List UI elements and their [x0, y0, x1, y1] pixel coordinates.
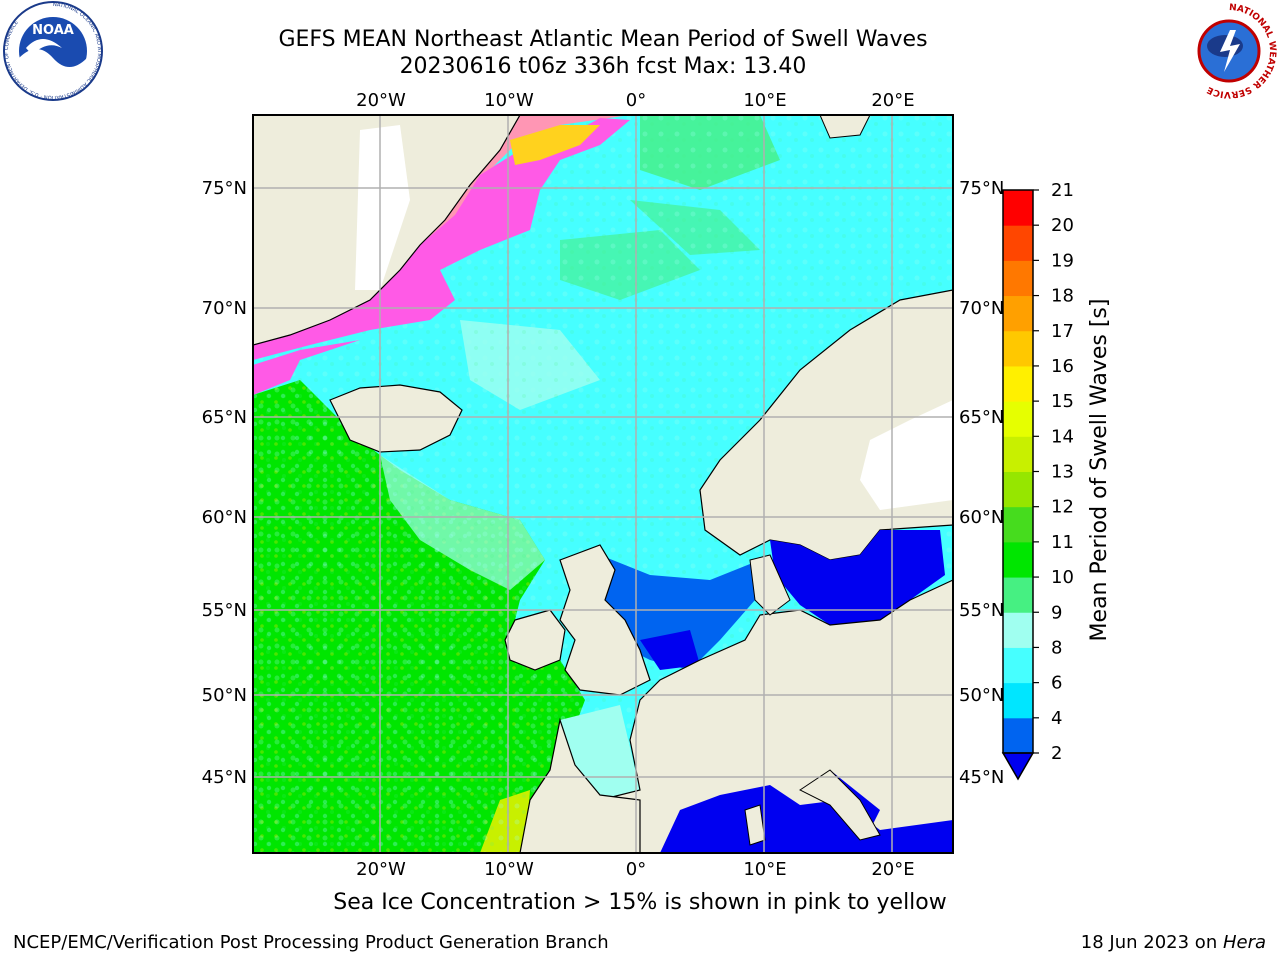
colorbar-segment — [1003, 506, 1033, 543]
colorbar-tick-label: 11 — [1051, 532, 1074, 553]
colorbar-tick-label: 20 — [1051, 215, 1074, 236]
colorbar-segment — [1003, 436, 1033, 472]
footer-date: 18 Jun 2023 on — [1080, 932, 1223, 953]
colorbar-tick-label: 18 — [1051, 286, 1074, 307]
colorbar-segment — [1003, 190, 1033, 226]
colorbar-segment — [1003, 717, 1033, 754]
colorbar-tick-label: 13 — [1051, 462, 1074, 483]
lat-label-right: 70°N — [959, 298, 1004, 319]
graticule — [253, 115, 953, 853]
colorbar-segment — [1003, 365, 1033, 402]
lon-label-top: 0° — [626, 90, 646, 111]
lat-label-right: 75°N — [959, 178, 1004, 199]
lat-label-left: 45°N — [202, 767, 247, 788]
lat-label-left: 75°N — [202, 178, 247, 199]
footer-credit: NCEP/EMC/Verification Post Processing Pr… — [13, 932, 609, 953]
lon-label-bottom: 10°W — [484, 859, 534, 880]
sea-ice-caption: Sea Ice Concentration > 15% is shown in … — [333, 890, 947, 915]
lon-label-top: 20°E — [871, 90, 914, 111]
colorbar-tick-label: 16 — [1051, 356, 1074, 377]
colorbar-tick-label: 14 — [1051, 426, 1074, 447]
chart-title: GEFS MEAN Northeast Atlantic Mean Period… — [278, 27, 928, 52]
noaa-logo-icon: NOAA NATIONAL OCEANIC AND ATMOSPHERIC AD… — [3, 1, 103, 101]
colorbar-segment — [1003, 330, 1033, 367]
lat-label-left: 70°N — [202, 298, 247, 319]
noaa-logo-text: NOAA — [32, 23, 74, 38]
chart-subtitle: 20230616 t06z 336h fcst Max: 13.40 — [399, 54, 807, 79]
map-frame — [252, 114, 954, 854]
colorbar-tick-label: 9 — [1051, 602, 1062, 623]
lat-label-right: 65°N — [959, 407, 1004, 428]
colorbar-tick-label: 2 — [1051, 743, 1062, 764]
lat-label-left: 50°N — [202, 685, 247, 706]
colorbar-extend-arrow — [1001, 752, 1035, 781]
colorbar — [1001, 189, 1035, 781]
colorbar-tick-label: 19 — [1051, 250, 1074, 271]
lon-label-top: 20°W — [356, 90, 406, 111]
colorbar-segment — [1003, 401, 1033, 437]
lon-label-bottom: 20°W — [356, 859, 406, 880]
lat-label-right: 45°N — [959, 767, 1004, 788]
colorbar-label: Mean Period of Swell Waves [s] — [1087, 299, 1112, 642]
colorbar-tick-label: 10 — [1051, 567, 1074, 588]
lat-label-right: 50°N — [959, 685, 1004, 706]
colorbar-segment — [1003, 577, 1033, 613]
map-field — [253, 115, 953, 853]
colorbar-segment — [1003, 471, 1033, 508]
lat-label-left: 65°N — [202, 407, 247, 428]
lat-label-left: 60°N — [202, 507, 247, 528]
lon-label-bottom: 10°E — [743, 859, 786, 880]
lat-label-left: 55°N — [202, 600, 247, 621]
colorbar-segment — [1003, 260, 1033, 297]
colorbar-segment — [1003, 682, 1033, 719]
footer-timestamp: 18 Jun 2023 on Hera — [1081, 932, 1266, 953]
colorbar-tick-label: 8 — [1051, 637, 1062, 658]
lon-label-top: 10°E — [743, 90, 786, 111]
colorbar-tick-label: 4 — [1051, 708, 1062, 729]
footer-host: Hera — [1222, 932, 1266, 953]
lon-label-top: 10°W — [484, 90, 534, 111]
colorbar-tick-label: 12 — [1051, 497, 1074, 518]
colorbar-segment — [1003, 541, 1033, 578]
colorbar-segment — [1003, 295, 1033, 332]
colorbar-segment — [1003, 647, 1033, 684]
colorbar-segment — [1003, 225, 1033, 261]
nws-logo-icon: NATIONAL WEATHER SERVICE — [1180, 2, 1278, 100]
lat-label-right: 55°N — [959, 600, 1004, 621]
colorbar-tick-label: 15 — [1051, 391, 1074, 412]
lon-label-bottom: 20°E — [871, 859, 914, 880]
colorbar-tick-labels: 2 4 6 8 9 10 11 12 13 14 15 16 17 18 19 20 21 — [1033, 180, 1074, 764]
colorbar-tick-label: 6 — [1051, 673, 1062, 694]
colorbar-segment — [1003, 612, 1033, 648]
lon-label-bottom: 0° — [626, 859, 646, 880]
colorbar-tick-label: 21 — [1051, 180, 1074, 201]
colorbar-tick-label: 17 — [1051, 321, 1074, 342]
lat-label-right: 60°N — [959, 507, 1004, 528]
